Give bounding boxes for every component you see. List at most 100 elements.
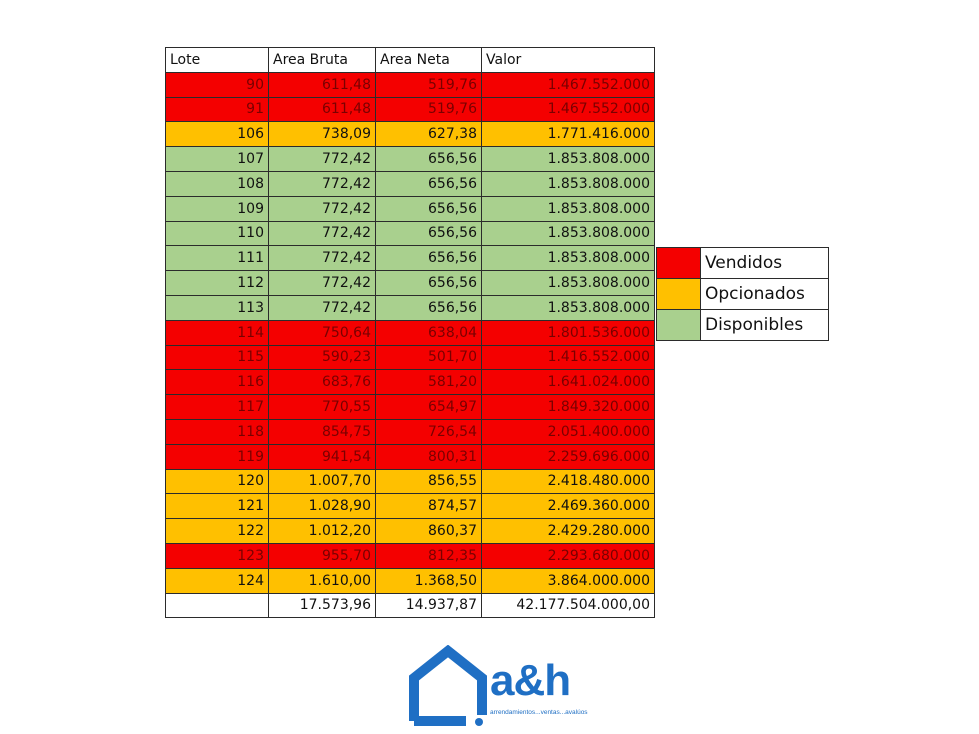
area-bruta-cell: 750,64 bbox=[268, 319, 376, 346]
valor-cell: 1.853.808.000 bbox=[481, 170, 655, 197]
area-neta-cell: 812,35 bbox=[375, 542, 482, 569]
area-bruta-cell: 590,23 bbox=[268, 344, 376, 371]
house-icon bbox=[409, 645, 487, 726]
total-area-bruta: 17.573,96 bbox=[268, 592, 376, 619]
valor-cell: 2.418.480.000 bbox=[481, 468, 655, 495]
lots-table: Lote Area Bruta Area Neta Valor 90 611,48… bbox=[165, 47, 655, 619]
table-row: 121 1.028,90 874,57 2.469.360.000 bbox=[165, 493, 655, 520]
table-row: 110 772,42 656,56 1.853.808.000 bbox=[165, 220, 655, 247]
legend-swatch-disponibles bbox=[656, 309, 701, 341]
table-row: 116 683,76 581,20 1.641.024.000 bbox=[165, 369, 655, 396]
table-row: 111 772,42 656,56 1.853.808.000 bbox=[165, 245, 655, 272]
area-neta-cell: 519,76 bbox=[375, 96, 482, 123]
area-bruta-cell: 941,54 bbox=[268, 443, 376, 470]
total-area-neta: 14.937,87 bbox=[375, 592, 482, 619]
area-bruta-cell: 772,42 bbox=[268, 170, 376, 197]
lote-cell: 117 bbox=[165, 394, 269, 420]
legend-label-disponibles: Disponibles bbox=[700, 309, 829, 341]
lote-cell: 108 bbox=[165, 170, 269, 197]
table-row: 119 941,54 800,31 2.259.696.000 bbox=[165, 443, 655, 470]
table-row: 118 854,75 726,54 2.051.400.000 bbox=[165, 418, 655, 445]
legend-label-vendidos: Vendidos bbox=[700, 247, 829, 279]
valor-cell: 1.771.416.000 bbox=[481, 121, 655, 148]
valor-cell: 2.429.280.000 bbox=[481, 518, 655, 544]
area-bruta-cell: 738,09 bbox=[268, 121, 376, 148]
lote-cell: 124 bbox=[165, 567, 269, 594]
table-row: 113 772,42 656,56 1.853.808.000 bbox=[165, 294, 655, 321]
total-valor: 42.177.504.000,00 bbox=[481, 592, 655, 619]
table-row: 90 611,48 519,76 1.467.552.000 bbox=[165, 71, 655, 98]
table-row: 108 772,42 656,56 1.853.808.000 bbox=[165, 170, 655, 197]
lote-cell: 107 bbox=[165, 146, 269, 172]
area-neta-cell: 656,56 bbox=[375, 245, 482, 272]
table-row: 120 1.007,70 856,55 2.418.480.000 bbox=[165, 468, 655, 495]
area-neta-cell: 656,56 bbox=[375, 146, 482, 172]
area-bruta-cell: 770,55 bbox=[268, 394, 376, 420]
valor-cell: 1.853.808.000 bbox=[481, 146, 655, 172]
legend-swatch-opcionados bbox=[656, 278, 701, 310]
lote-cell: 106 bbox=[165, 121, 269, 148]
area-neta-cell: 656,56 bbox=[375, 170, 482, 197]
table-row: 117 770,55 654,97 1.849.320.000 bbox=[165, 394, 655, 420]
valor-cell: 1.467.552.000 bbox=[481, 96, 655, 123]
area-neta-cell: 656,56 bbox=[375, 195, 482, 222]
area-neta-cell: 1.368,50 bbox=[375, 567, 482, 594]
lote-cell: 122 bbox=[165, 518, 269, 544]
area-bruta-cell: 1.007,70 bbox=[268, 468, 376, 495]
brand-logo: a&h arrendamientos...ventas...avalúos bbox=[408, 645, 593, 727]
table-row: 123 955,70 812,35 2.293.680.000 bbox=[165, 542, 655, 569]
valor-cell: 2.259.696.000 bbox=[481, 443, 655, 470]
valor-cell: 1.641.024.000 bbox=[481, 369, 655, 396]
area-neta-cell: 726,54 bbox=[375, 418, 482, 445]
header-area-neta: Area Neta bbox=[375, 47, 482, 73]
valor-cell: 1.853.808.000 bbox=[481, 245, 655, 272]
area-bruta-cell: 611,48 bbox=[268, 71, 376, 98]
area-bruta-cell: 772,42 bbox=[268, 245, 376, 272]
header-area-bruta: Area Bruta bbox=[268, 47, 376, 73]
lote-cell: 116 bbox=[165, 369, 269, 396]
area-neta-cell: 656,56 bbox=[375, 270, 482, 296]
area-bruta-cell: 611,48 bbox=[268, 96, 376, 123]
area-bruta-cell: 955,70 bbox=[268, 542, 376, 569]
legend-item-opcionados: Opcionados bbox=[656, 278, 829, 310]
valor-cell: 1.853.808.000 bbox=[481, 220, 655, 247]
area-bruta-cell: 854,75 bbox=[268, 418, 376, 445]
area-neta-cell: 856,55 bbox=[375, 468, 482, 495]
area-bruta-cell: 772,42 bbox=[268, 195, 376, 222]
area-bruta-cell: 772,42 bbox=[268, 270, 376, 296]
area-neta-cell: 800,31 bbox=[375, 443, 482, 470]
lote-cell: 111 bbox=[165, 245, 269, 272]
valor-cell: 1.467.552.000 bbox=[481, 71, 655, 98]
header-row: Lote Area Bruta Area Neta Valor bbox=[165, 47, 655, 73]
lote-cell: 112 bbox=[165, 270, 269, 296]
area-bruta-cell: 772,42 bbox=[268, 220, 376, 247]
area-neta-cell: 501,70 bbox=[375, 344, 482, 371]
area-neta-cell: 581,20 bbox=[375, 369, 482, 396]
lote-cell: 90 bbox=[165, 71, 269, 98]
area-bruta-cell: 1.028,90 bbox=[268, 493, 376, 520]
legend-item-vendidos: Vendidos bbox=[656, 247, 829, 279]
lote-cell: 113 bbox=[165, 294, 269, 321]
table-row: 114 750,64 638,04 1.801.536.000 bbox=[165, 319, 655, 346]
area-neta-cell: 874,57 bbox=[375, 493, 482, 520]
valor-cell: 1.416.552.000 bbox=[481, 344, 655, 371]
lote-cell: 115 bbox=[165, 344, 269, 371]
header-lote: Lote bbox=[165, 47, 269, 73]
lote-cell: 123 bbox=[165, 542, 269, 569]
valor-cell: 1.853.808.000 bbox=[481, 270, 655, 296]
brand-tagline: arrendamientos...ventas...avalúos bbox=[490, 709, 588, 716]
area-neta-cell: 860,37 bbox=[375, 518, 482, 544]
area-neta-cell: 656,56 bbox=[375, 220, 482, 247]
valor-cell: 2.293.680.000 bbox=[481, 542, 655, 569]
area-bruta-cell: 1.012,20 bbox=[268, 518, 376, 544]
lote-cell: 114 bbox=[165, 319, 269, 346]
table-row: 122 1.012,20 860,37 2.429.280.000 bbox=[165, 518, 655, 544]
area-neta-cell: 654,97 bbox=[375, 394, 482, 420]
valor-cell: 1.801.536.000 bbox=[481, 319, 655, 346]
lote-cell: 121 bbox=[165, 493, 269, 520]
area-bruta-cell: 1.610,00 bbox=[268, 567, 376, 594]
legend-label-opcionados: Opcionados bbox=[700, 278, 829, 310]
table-row: 109 772,42 656,56 1.853.808.000 bbox=[165, 195, 655, 222]
table-row: 124 1.610,00 1.368,50 3.864.000.000 bbox=[165, 567, 655, 594]
table-row: 112 772,42 656,56 1.853.808.000 bbox=[165, 270, 655, 296]
